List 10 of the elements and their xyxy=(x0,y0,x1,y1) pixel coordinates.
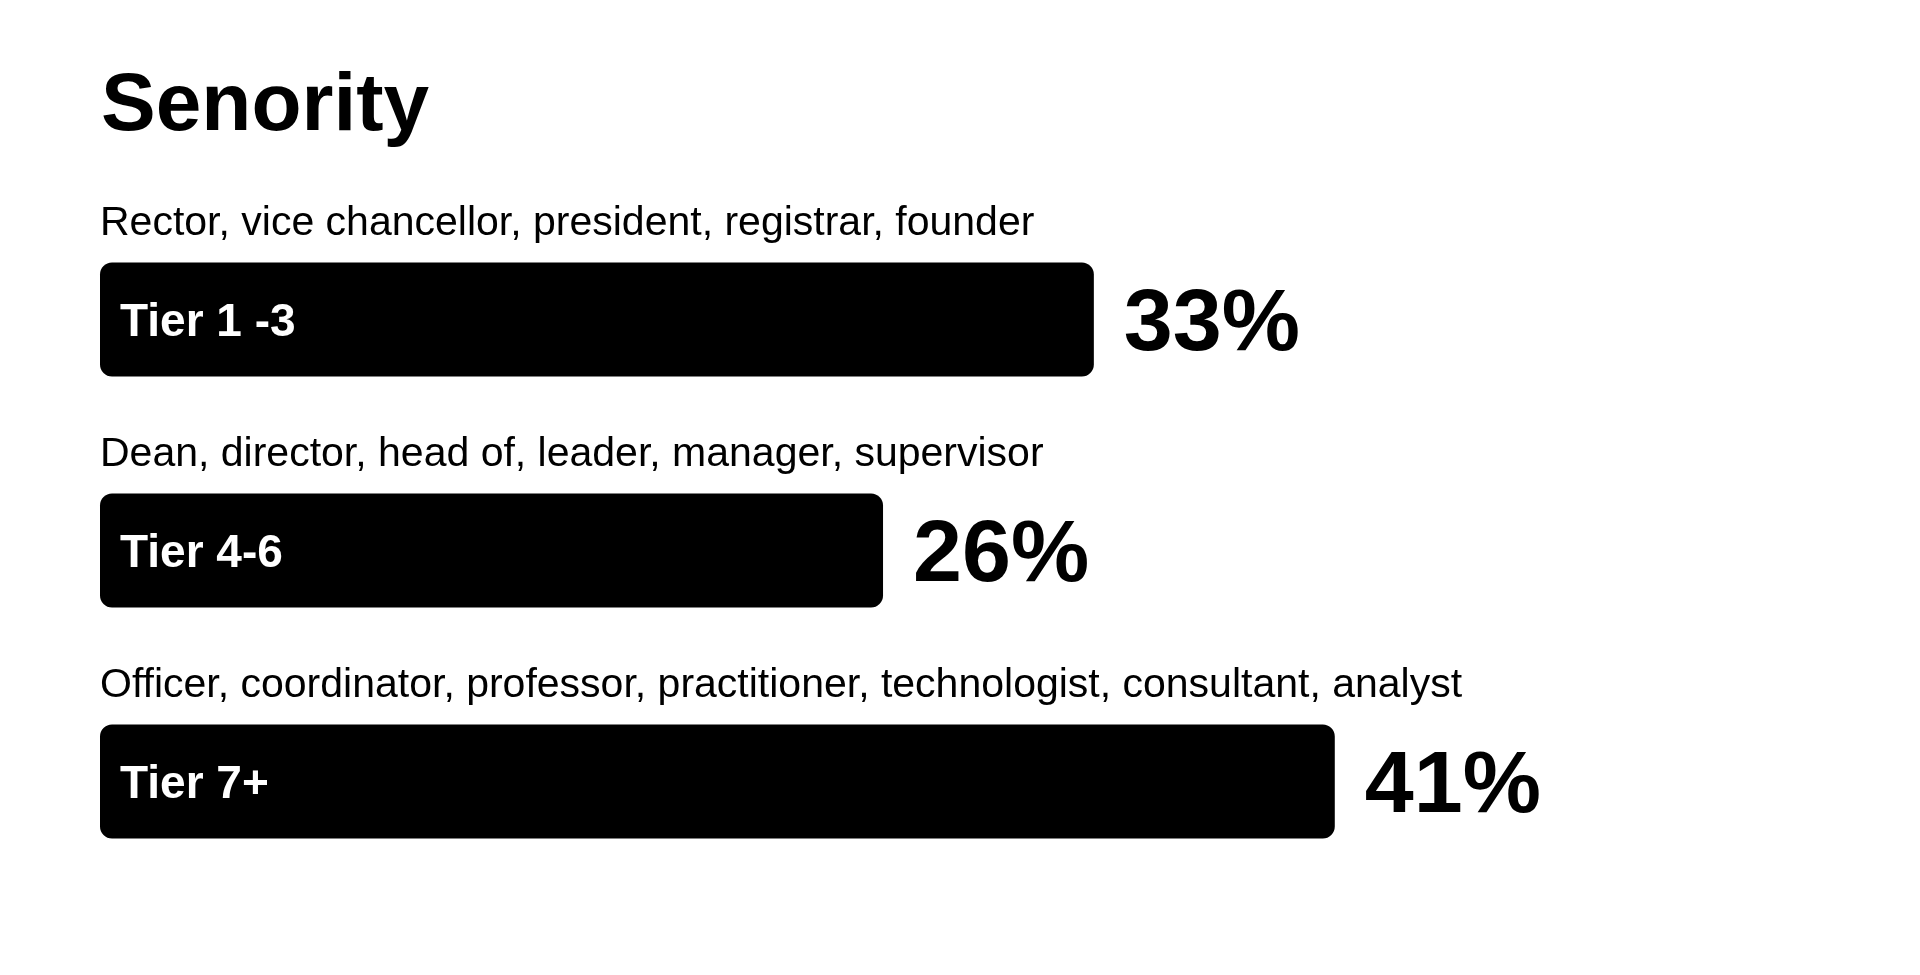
data-label: 33% xyxy=(1123,270,1300,369)
y-tick-label: Tier 1 -3 xyxy=(120,293,296,346)
annotation: Rector, vice chancellor, president, registrar, founder xyxy=(100,198,1035,244)
y-tick-label: Tier 7+ xyxy=(120,755,269,808)
annotation: Officer, coordinator, professor, practitioner, technologist, consultant, analyst xyxy=(100,660,1463,706)
annotation: Dean, director, head of, leader, manager, supervisor xyxy=(100,429,1044,475)
data-label: 26% xyxy=(913,501,1090,600)
chart-title: Senority xyxy=(101,55,430,147)
y-tick-label: Tier 4-6 xyxy=(120,524,283,577)
data-label: 41% xyxy=(1364,732,1541,831)
